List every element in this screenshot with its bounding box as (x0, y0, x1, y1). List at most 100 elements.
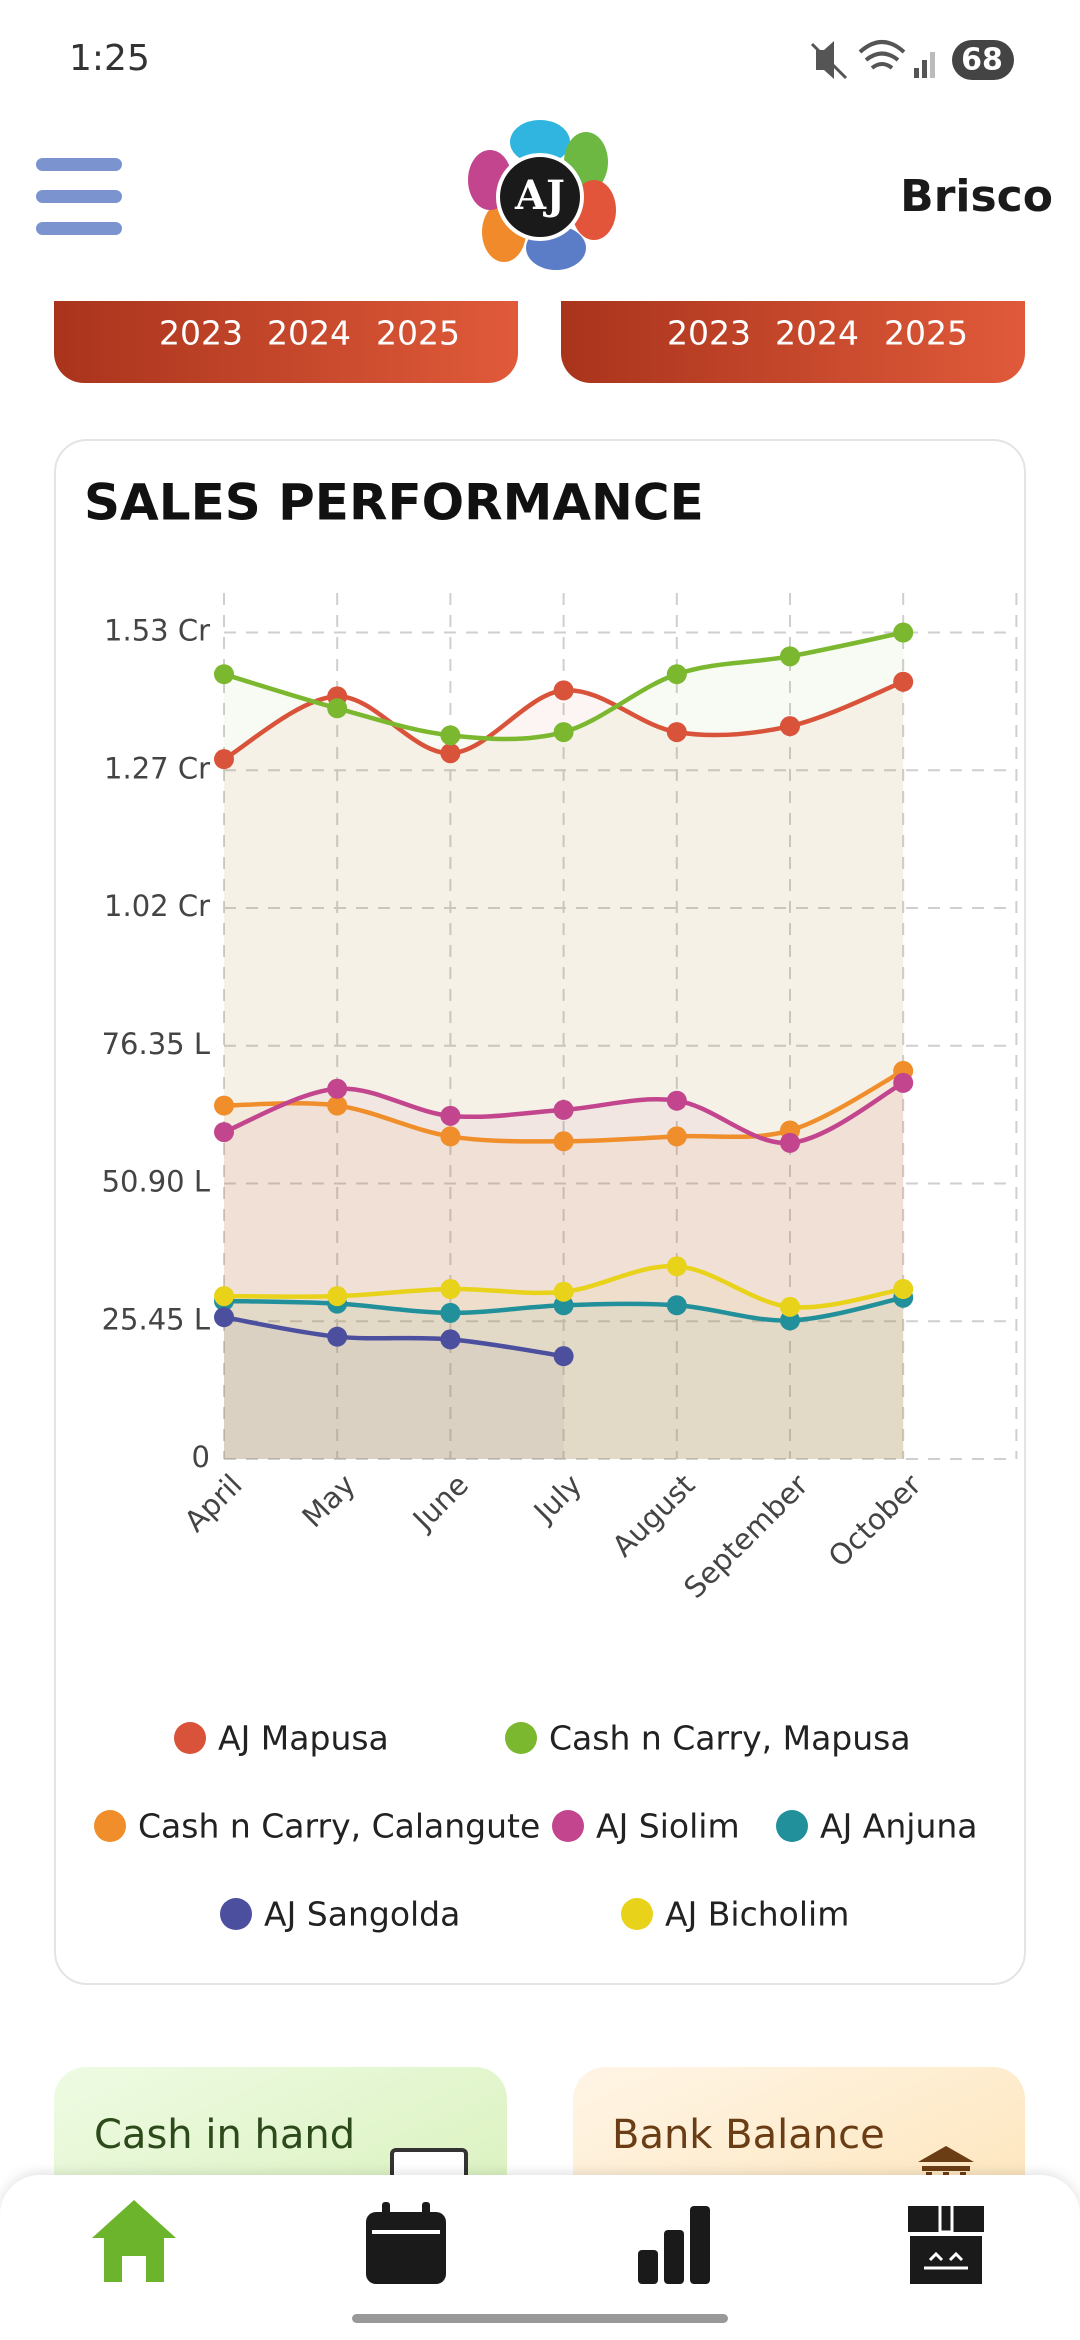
year-option[interactable]: 2023 (159, 314, 243, 353)
home-indicator (352, 2314, 728, 2323)
legend-label: Cash n Carry, Mapusa (549, 1719, 911, 1758)
menu-button[interactable] (36, 158, 122, 235)
nav-calendar[interactable] (366, 2202, 446, 2284)
year-tabs: 2023 2024 2025 2023 2024 2025 (54, 301, 1025, 383)
legend-swatch (621, 1898, 653, 1930)
y-tick-label: 50.90 L (102, 1165, 210, 1199)
status-time: 1:25 (69, 38, 150, 79)
user-name[interactable]: Brisco (900, 171, 1053, 222)
data-point (327, 1078, 348, 1099)
data-point (666, 1090, 687, 1111)
year-option[interactable]: 2024 (775, 314, 859, 353)
year-option[interactable]: 2025 (884, 314, 968, 353)
logo-circle (496, 153, 584, 241)
calendar-line (372, 2230, 440, 2234)
status-icons: 68 (810, 40, 1014, 80)
data-point (440, 1302, 461, 1323)
year-option[interactable]: 2025 (376, 314, 460, 353)
data-point (440, 1105, 461, 1126)
y-tick-label: 1.27 Cr (104, 751, 210, 785)
box-icon (908, 2206, 984, 2284)
data-point (666, 664, 687, 685)
logo-hand (510, 120, 570, 164)
data-point (780, 1132, 800, 1153)
nav-home[interactable] (92, 2200, 176, 2282)
data-point (666, 1256, 687, 1277)
data-point (214, 1286, 234, 1307)
data-point (440, 1126, 461, 1147)
data-point (553, 1281, 574, 1302)
year-option[interactable]: 2024 (267, 314, 351, 353)
header: AJ Brisco (36, 120, 1053, 270)
data-point (666, 1295, 687, 1316)
year-option[interactable]: 2023 (667, 314, 751, 353)
series-area (224, 1317, 564, 1459)
menu-line (36, 190, 122, 203)
menu-line (36, 222, 122, 235)
nav-reports[interactable] (638, 2206, 710, 2284)
data-point (440, 725, 461, 746)
legend-label: AJ Sangolda (264, 1895, 460, 1934)
legend-swatch (94, 1810, 126, 1842)
legend-swatch (505, 1722, 537, 1754)
legend-item[interactable]: AJ Anjuna (776, 1807, 978, 1846)
mute-icon (816, 41, 834, 79)
y-tick-label: 25.45 L (102, 1302, 210, 1336)
data-point (553, 1099, 574, 1120)
signal-bar (914, 68, 919, 78)
legend-label: AJ Mapusa (218, 1719, 389, 1758)
nav-inventory[interactable] (908, 2206, 984, 2284)
data-point (214, 749, 234, 770)
data-point (553, 722, 574, 743)
signal-bar (930, 52, 935, 78)
home-icon (92, 2200, 176, 2282)
y-tick-label: 1.53 Cr (104, 614, 210, 648)
card-title: Cash in hand (94, 2112, 355, 2158)
data-point (214, 1095, 234, 1116)
legend-item[interactable]: AJ Siolim (552, 1807, 740, 1846)
legend-item[interactable]: Cash n Carry, Calangute (94, 1807, 540, 1846)
calendar-ring (422, 2202, 430, 2220)
report-icon-bar (664, 2230, 684, 2284)
legend-swatch (776, 1810, 808, 1842)
series-area (224, 681, 904, 1459)
card-title: Bank Balance (612, 2112, 885, 2158)
legend-swatch (174, 1722, 206, 1754)
data-point (440, 1279, 461, 1300)
legend-item[interactable]: AJ Bicholim (621, 1895, 849, 1934)
calendar-ring (382, 2202, 390, 2220)
battery-level: 68 (961, 43, 1003, 78)
data-point (214, 1307, 234, 1328)
legend-item[interactable]: AJ Mapusa (174, 1719, 389, 1758)
series-area (224, 1082, 904, 1459)
legend-item[interactable]: Cash n Carry, Mapusa (505, 1719, 911, 1758)
legend-swatch (220, 1898, 252, 1930)
data-point (214, 664, 234, 685)
year-card (561, 301, 1025, 383)
data-point (666, 1126, 687, 1147)
data-point (327, 1326, 348, 1347)
calendar-icon (366, 2212, 446, 2284)
logo: AJ (468, 120, 616, 270)
legend-label: AJ Bicholim (665, 1895, 849, 1934)
data-point (893, 622, 914, 643)
legend-label: AJ Siolim (596, 1807, 740, 1846)
data-point (780, 716, 800, 737)
bottom-nav (0, 2175, 1080, 2340)
data-point (553, 680, 574, 701)
data-point (327, 698, 348, 719)
series-area (224, 632, 904, 1459)
chart-card (54, 439, 1026, 1985)
nav-bar (0, 2175, 1080, 2340)
legend-item[interactable]: AJ Sangolda (220, 1895, 460, 1934)
status-bar: 1:25 68 (69, 38, 1014, 80)
legend-label: Cash n Carry, Calangute (138, 1807, 540, 1846)
chart-title: SALES PERFORMANCE (84, 474, 704, 532)
data-point (780, 646, 800, 667)
year-card (54, 301, 518, 383)
data-point (440, 1329, 461, 1350)
y-tick-label: 0 (192, 1440, 210, 1474)
menu-line (36, 158, 122, 171)
